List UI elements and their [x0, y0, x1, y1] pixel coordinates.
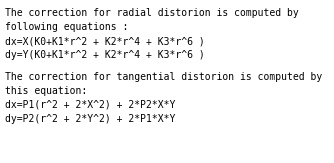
Text: this equation:: this equation: — [5, 86, 87, 96]
Text: dx=P1(r^2 + 2*X^2) + 2*P2*X*Y: dx=P1(r^2 + 2*X^2) + 2*P2*X*Y — [5, 100, 175, 110]
Text: dx=X(K0+K1*r^2 + K2*r^4 + K3*r^6 ): dx=X(K0+K1*r^2 + K2*r^4 + K3*r^6 ) — [5, 36, 205, 46]
Text: following equations :: following equations : — [5, 22, 128, 32]
Text: The correction for radial distorion is computed by: The correction for radial distorion is c… — [5, 8, 299, 18]
Text: dy=P2(r^2 + 2*Y^2) + 2*P1*X*Y: dy=P2(r^2 + 2*Y^2) + 2*P1*X*Y — [5, 114, 175, 124]
Text: The correction for tangential distorion is computed by: The correction for tangential distorion … — [5, 72, 322, 82]
Text: dy=Y(K0+K1*r^2 + K2*r^4 + K3*r^6 ): dy=Y(K0+K1*r^2 + K2*r^4 + K3*r^6 ) — [5, 50, 205, 60]
